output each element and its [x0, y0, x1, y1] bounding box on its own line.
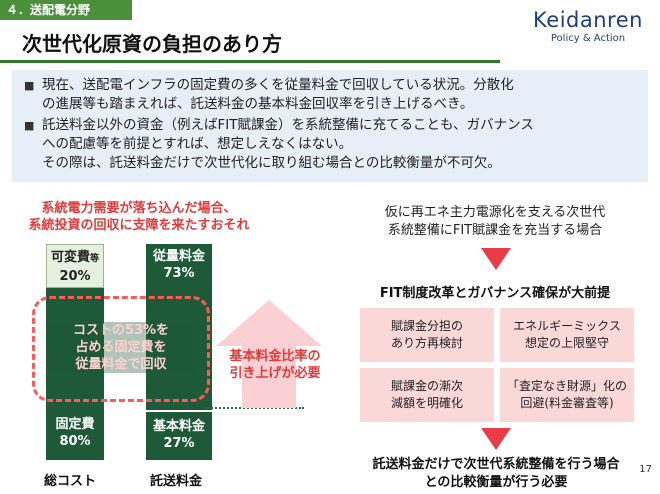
raise-line: 引き上げが必要 — [229, 366, 321, 381]
measure-box: エネルギーミックス 想定の上限堅守 — [500, 308, 634, 362]
conclusion-text: 託送料金だけで次世代系統整備を行う場合 との比較衡量が行う必要 — [346, 456, 646, 492]
premise-text: FIT制度改革とガバナンス確保が大前提 — [379, 286, 611, 301]
page-number: 17 — [639, 464, 652, 475]
base-charge-pct: 27% — [163, 436, 195, 451]
measure-line: 賦課金の漸次 — [390, 379, 463, 393]
fixed-cost-highlight — [32, 296, 210, 402]
title-rule — [0, 60, 500, 63]
variable-cost-suffix: 等 — [90, 254, 100, 264]
variable-cost-pct: 20% — [59, 269, 91, 284]
square-bullet-icon: ■ — [24, 79, 35, 92]
fixed-cost-bar: 固定費 80% — [46, 288, 104, 460]
raise-line: 基本料金比率の — [229, 349, 321, 364]
risk-warning: 系統電力需要が落ち込んだ場合、 系統投資の回収に支障を来たすおそれ — [4, 200, 274, 234]
dotted-guide-line — [204, 407, 304, 409]
fixed-cost-label: 固定費 — [55, 417, 95, 432]
measure-line: 「査定なき財源」化の — [506, 379, 627, 393]
variable-cost-label: 可変費 — [50, 250, 90, 265]
measure-line: 賦課金分担の — [390, 319, 463, 333]
callout-text: コストの53%を 占める固定費を 従量料金で回収 — [46, 322, 196, 373]
base-charge-bar: 基本料金 27% — [146, 410, 212, 460]
conclusion-line: との比較衡量が行う必要 — [424, 475, 568, 490]
logo-tagline: Policy & Action — [550, 33, 626, 44]
callout-line: コストの53%を — [72, 323, 170, 338]
measure-box: 賦課金分担の あり方再検討 — [360, 308, 494, 362]
callout-line: 従量料金で回収 — [75, 357, 167, 372]
conclusion-line: 託送料金だけで次世代系統整備を行う場合 — [372, 457, 620, 472]
usage-charge-label: 従量料金 — [152, 249, 205, 264]
risk-line: 系統電力需要が落ち込んだ場合、 — [41, 201, 237, 216]
callout-line: 占める固定費を — [75, 340, 167, 355]
measure-line: 想定の上限堅守 — [524, 336, 609, 350]
page-title: 次世代化原資の負担のあり方 — [22, 32, 282, 56]
measure-line: エネルギーミックス — [513, 319, 621, 333]
summary-box: ■ 現在、送配電インフラの固定費の多くを従量料金で回収している状況。分散化 の進… — [12, 70, 648, 182]
base-charge-label: 基本料金 — [152, 419, 205, 434]
summary-line: その際は、託送料金だけで次世代化に取り組む場合との比較衡量が不可欠。 — [42, 155, 501, 171]
measure-box: 「査定なき財源」化の 回避(料金審査等) — [500, 368, 634, 422]
measure-line: 回避(料金審査等) — [520, 396, 614, 410]
raise-base-ratio-text: 基本料金比率の 引き上げが必要 — [210, 348, 340, 382]
down-arrow-icon — [481, 248, 511, 270]
summary-line: 託送料金以外の資金（例えばFIT賦課金）を系統整備に充てることも、ガバナンス — [42, 117, 534, 133]
logo-name: Keidanren — [533, 8, 643, 32]
fixed-cost-pct: 80% — [59, 434, 91, 449]
square-bullet-icon: ■ — [24, 119, 35, 132]
summary-bullet: ■ 託送料金以外の資金（例えばFIT賦課金）を系統整備に充てることも、ガバナンス… — [24, 116, 636, 173]
section-tag: ４．送配電分野 — [0, 0, 132, 20]
scenario-question: 仮に再エネ主力電源化を支える次世代 系統整備にFIT賦課金を充当する場合 — [350, 204, 640, 240]
up-arrow-icon — [216, 300, 322, 408]
measure-line: 減額を明確化 — [390, 396, 463, 410]
risk-line: 系統投資の回収に支障を来たすおそれ — [28, 218, 250, 233]
usage-charge-bar: 従量料金 73% — [146, 244, 212, 410]
summary-bullet: ■ 現在、送配電インフラの固定費の多くを従量料金で回収している状況。分散化 の進… — [24, 76, 636, 114]
summary-line: 現在、送配電インフラの固定費の多くを従量料金で回収している状況。分散化 — [42, 77, 514, 93]
question-line: 仮に再エネ主力電源化を支える次世代 — [384, 205, 606, 220]
summary-line: への配慮等を前提とすれば、想定しえなくはない。 — [42, 136, 353, 152]
usage-charge-pct: 73% — [163, 266, 195, 281]
summary-line: の進展等も踏まえれば、託送料金の基本料金回収率を引き上げるべき。 — [42, 96, 474, 112]
question-line: 系統整備にFIT賦課金を充当する場合 — [387, 223, 603, 238]
keidanren-logo: Keidanren Policy & Action — [520, 8, 656, 44]
measure-line: あり方再検討 — [390, 336, 463, 350]
total-cost-label: 総コスト — [44, 474, 97, 489]
down-arrow-icon — [481, 428, 511, 450]
wheeling-charge-label: 託送料金 — [150, 474, 203, 489]
measure-box: 賦課金の漸次 減額を明確化 — [360, 368, 494, 422]
variable-cost-block: 可変費等 20% — [46, 244, 104, 288]
